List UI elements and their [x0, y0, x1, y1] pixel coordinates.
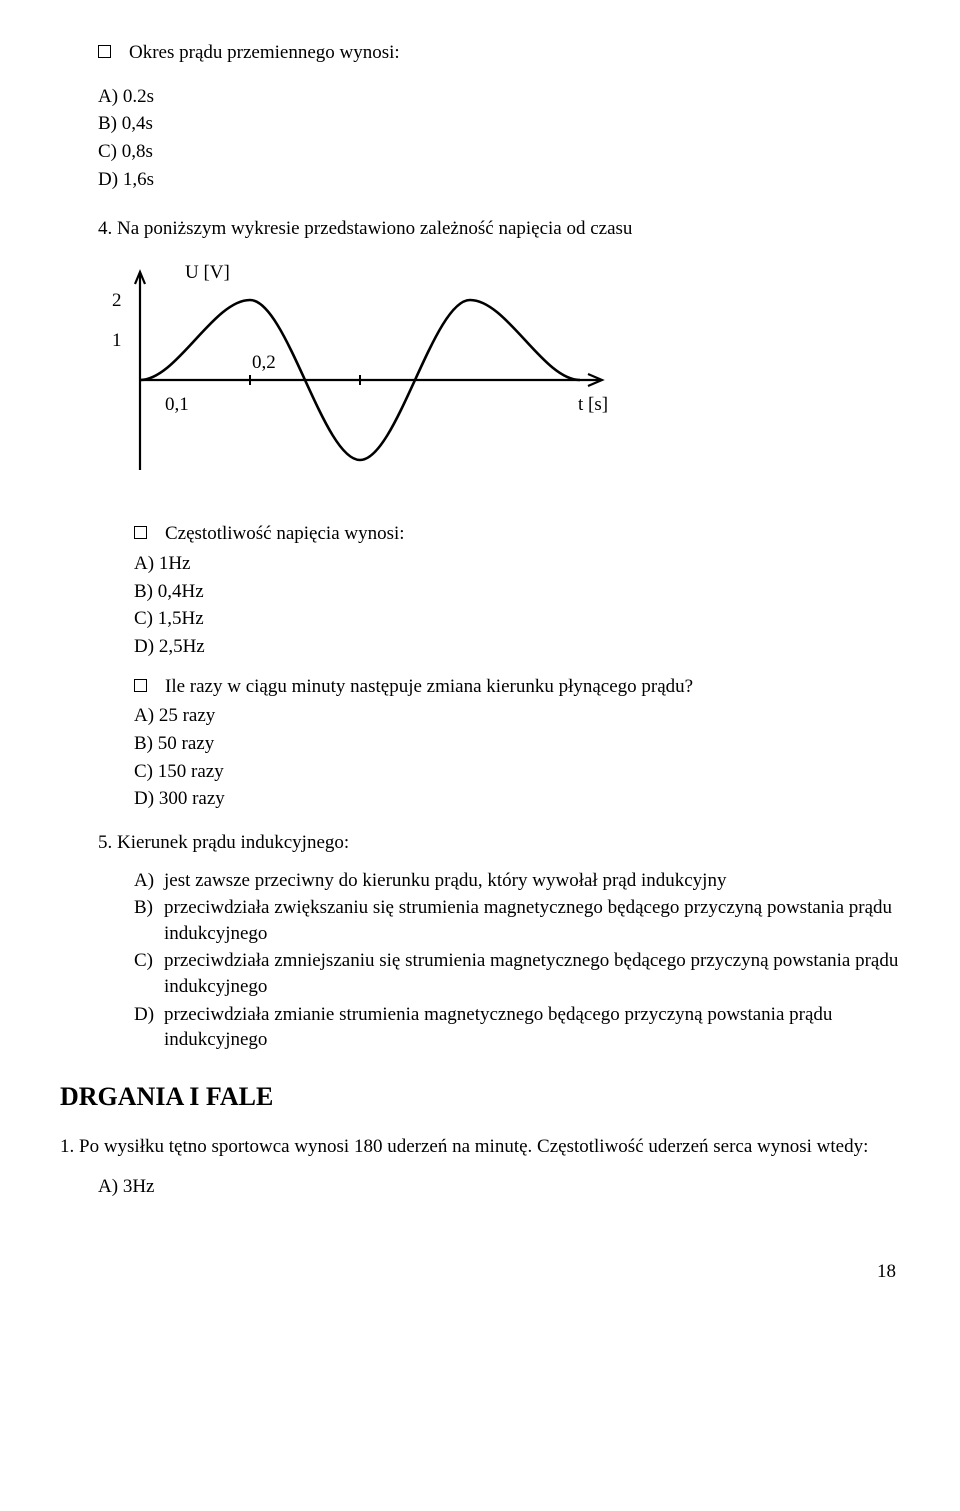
section-heading: DRGANIA I FALE [60, 1079, 900, 1114]
option-a: A) jest zawsze przeciwny do kierunku prą… [134, 868, 900, 894]
question-frequency: Częstotliwość napięcia wynosi: [134, 521, 900, 547]
question-text: Okres prądu przemiennego wynosi: [129, 40, 400, 66]
bullet-icon [134, 679, 147, 692]
question-count: Ile razy w ciągu minuty następuje zmiana… [134, 674, 900, 700]
options-p1: A) 3Hz [98, 1174, 900, 1200]
options-frequency: A) 1Hz B) 0,4Hz C) 1,5Hz D) 2,5Hz [134, 551, 900, 660]
paragraph-1: 1. Po wysiłku tętno sportowca wynosi 180… [60, 1134, 900, 1160]
option-c: C) przeciwdziała zmniejszaniu się strumi… [134, 948, 900, 999]
question-number: 5. [98, 832, 112, 853]
option-a: A) 3Hz [98, 1174, 900, 1200]
options-count: A) 25 razy B) 50 razy C) 150 razy D) 300… [134, 703, 900, 812]
option-d: D) 300 razy [134, 786, 900, 812]
x-tick-01: 0,1 [165, 394, 189, 415]
y-tick-2: 2 [112, 290, 122, 311]
page-number: 18 [60, 1259, 900, 1285]
x-tick-02: 0,2 [252, 352, 276, 373]
question-text: Kierunek prądu indukcyjnego: [117, 832, 349, 853]
option-d: D) przeciwdziała zmianie strumienia magn… [134, 1002, 900, 1053]
bullet-icon [98, 45, 111, 58]
option-b: B) 50 razy [134, 731, 900, 757]
y-tick-1: 1 [112, 330, 122, 351]
question-text: Ile razy w ciągu minuty następuje zmiana… [165, 674, 693, 700]
question-text: Na poniższym wykresie przedstawiono zale… [117, 218, 632, 239]
option-d: D) 2,5Hz [134, 634, 900, 660]
option-c: C) 0,8s [98, 139, 900, 165]
question-4: 4. Na poniższym wykresie przedstawiono z… [98, 216, 900, 242]
options-q5: A) jest zawsze przeciwny do kierunku prą… [134, 868, 900, 1053]
option-b: B) 0,4Hz [134, 579, 900, 605]
option-b: B) 0,4s [98, 111, 900, 137]
option-a: A) 1Hz [134, 551, 900, 577]
options-period: A) 0.2s B) 0,4s C) 0,8s D) 1,6s [98, 84, 900, 193]
bullet-icon [134, 526, 147, 539]
voltage-time-chart: U [V] 2 1 0,1 0,2 t [s] [80, 260, 900, 498]
option-d: D) 1,6s [98, 167, 900, 193]
question-number: 4. [98, 218, 112, 239]
question-period: Okres prądu przemiennego wynosi: [98, 40, 900, 66]
option-c: C) 150 razy [134, 759, 900, 785]
chart-svg: U [V] 2 1 0,1 0,2 t [s] [80, 260, 640, 490]
option-c: C) 1,5Hz [134, 606, 900, 632]
option-b: B) przeciwdziała zwiększaniu się strumie… [134, 895, 900, 946]
option-a: A) 0.2s [98, 84, 900, 110]
y-axis-label: U [V] [185, 262, 230, 283]
option-a: A) 25 razy [134, 703, 900, 729]
question-text: Częstotliwość napięcia wynosi: [165, 521, 405, 547]
question-5: 5. Kierunek prądu indukcyjnego: [98, 830, 900, 856]
x-axis-label: t [s] [578, 394, 608, 415]
